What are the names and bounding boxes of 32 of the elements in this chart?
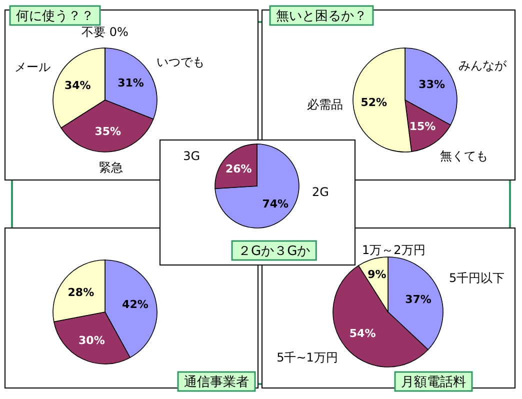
slice-label: 2G bbox=[312, 185, 329, 199]
data-label: 52% bbox=[360, 96, 388, 109]
text: 月額電話料 bbox=[401, 375, 466, 390]
data-label: 34% bbox=[64, 78, 91, 92]
data-label: 74% bbox=[262, 197, 289, 210]
category-label: 不要 0% bbox=[82, 25, 128, 39]
slice-label: 無くても bbox=[440, 149, 488, 164]
data-label: 15% bbox=[409, 120, 436, 133]
slice-label: メール bbox=[14, 60, 51, 74]
chart-title: 何に使う？？ bbox=[16, 9, 94, 24]
data-label: 42% bbox=[122, 298, 148, 312]
data-label: 26% bbox=[225, 162, 252, 176]
data-label: 30% bbox=[78, 334, 105, 348]
slice-label: 1万～2万円 bbox=[362, 243, 426, 257]
slice-label: 5千~1万円 bbox=[276, 350, 338, 364]
slice-label: みんなが bbox=[458, 58, 508, 72]
data-label: 28% bbox=[68, 286, 94, 300]
slice-label: 必需品 bbox=[307, 97, 344, 112]
chart-title: 無いと困るか？ bbox=[276, 9, 367, 24]
data-label: 37% bbox=[405, 292, 432, 306]
data-label: 31% bbox=[118, 76, 144, 90]
data-label: 33% bbox=[418, 78, 446, 92]
data-label: 35% bbox=[94, 125, 122, 138]
text: ２Gか３Gか bbox=[238, 244, 310, 259]
slice-label: いつでも bbox=[156, 54, 204, 69]
pie-slice bbox=[214, 144, 300, 228]
text: 通信事業者 bbox=[184, 375, 249, 390]
data-label: 54% bbox=[349, 327, 376, 340]
slice-label: 緊急 bbox=[98, 160, 123, 175]
slice-label: 5千円以下 bbox=[449, 271, 505, 285]
data-label: 9% bbox=[368, 268, 386, 281]
slice-label: 3G bbox=[183, 149, 200, 163]
